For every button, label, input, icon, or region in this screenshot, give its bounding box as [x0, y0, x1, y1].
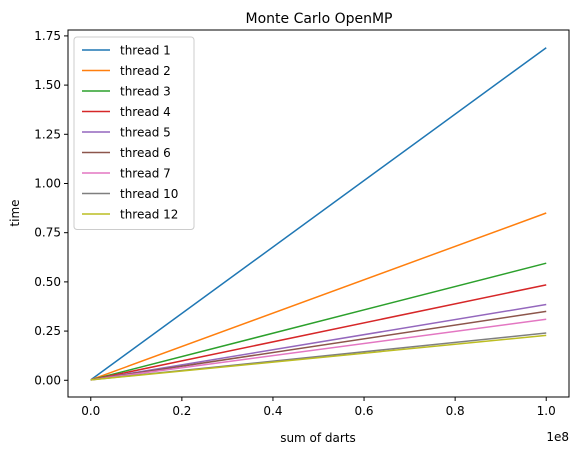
y-tick-label: 0.00 — [34, 373, 61, 387]
plot-area — [90, 47, 547, 381]
legend-item: thread 6 — [82, 146, 171, 160]
legend-label: thread 6 — [120, 146, 171, 160]
y-tick-label: 1.50 — [34, 78, 61, 92]
x-axis-offset-label: 1e8 — [546, 430, 569, 444]
series-line-7 — [90, 318, 547, 381]
series-line-9 — [90, 334, 547, 381]
x-axis: 0.0 0.2 0.4 0.6 0.8 1.0 — [81, 397, 556, 418]
legend: thread 1 thread 2 thread 3 thread 4 thread 5… — [73, 36, 195, 230]
series-line-4 — [90, 284, 547, 381]
x-tick-label: 0.8 — [446, 404, 465, 418]
y-tick-label: 0.50 — [34, 275, 61, 289]
x-tick-label: 0.6 — [354, 404, 373, 418]
legend-label: thread 3 — [120, 85, 171, 99]
legend-item: thread 3 — [82, 85, 171, 99]
legend-label: thread 1 — [120, 44, 171, 58]
y-tick-label: 1.75 — [34, 29, 61, 43]
chart-title: Monte Carlo OpenMP — [246, 11, 393, 27]
y-tick-label: 1.00 — [34, 176, 61, 190]
series-line-3 — [90, 262, 547, 381]
x-tick-label: 0.2 — [172, 404, 191, 418]
x-tick-label: 0.4 — [263, 404, 282, 418]
series-line-2 — [90, 212, 547, 381]
x-tick-label: 0.0 — [81, 404, 100, 418]
legend-label: thread 10 — [120, 187, 178, 201]
y-axis-label: time — [8, 199, 22, 226]
legend-label: thread 7 — [120, 167, 171, 181]
y-axis: 0.00 0.25 0.50 0.75 1.00 1.25 1.50 1.75 — [34, 29, 68, 387]
series-line-1 — [90, 47, 547, 381]
legend-box — [73, 36, 195, 230]
series-line-6 — [90, 310, 547, 381]
x-tick-label: 1.0 — [537, 404, 556, 418]
y-tick-label: 0.75 — [34, 226, 61, 240]
legend-label: thread 2 — [120, 64, 171, 78]
legend-label: thread 12 — [120, 208, 178, 222]
legend-item: thread 10 — [82, 187, 178, 201]
x-axis-label: sum of darts — [280, 431, 356, 445]
legend-item: thread 12 — [82, 208, 178, 222]
legend-item: thread 4 — [82, 105, 171, 119]
legend-label: thread 4 — [120, 105, 171, 119]
legend-item: thread 5 — [82, 126, 171, 140]
y-tick-label: 1.25 — [34, 127, 61, 141]
plot-frame — [67, 29, 570, 398]
legend-item: thread 1 — [82, 44, 171, 58]
legend-item: thread 7 — [82, 167, 171, 181]
y-tick-label: 0.25 — [34, 324, 61, 338]
legend-item: thread 2 — [82, 64, 171, 78]
series-line-5 — [90, 303, 547, 381]
legend-label: thread 5 — [120, 126, 171, 140]
